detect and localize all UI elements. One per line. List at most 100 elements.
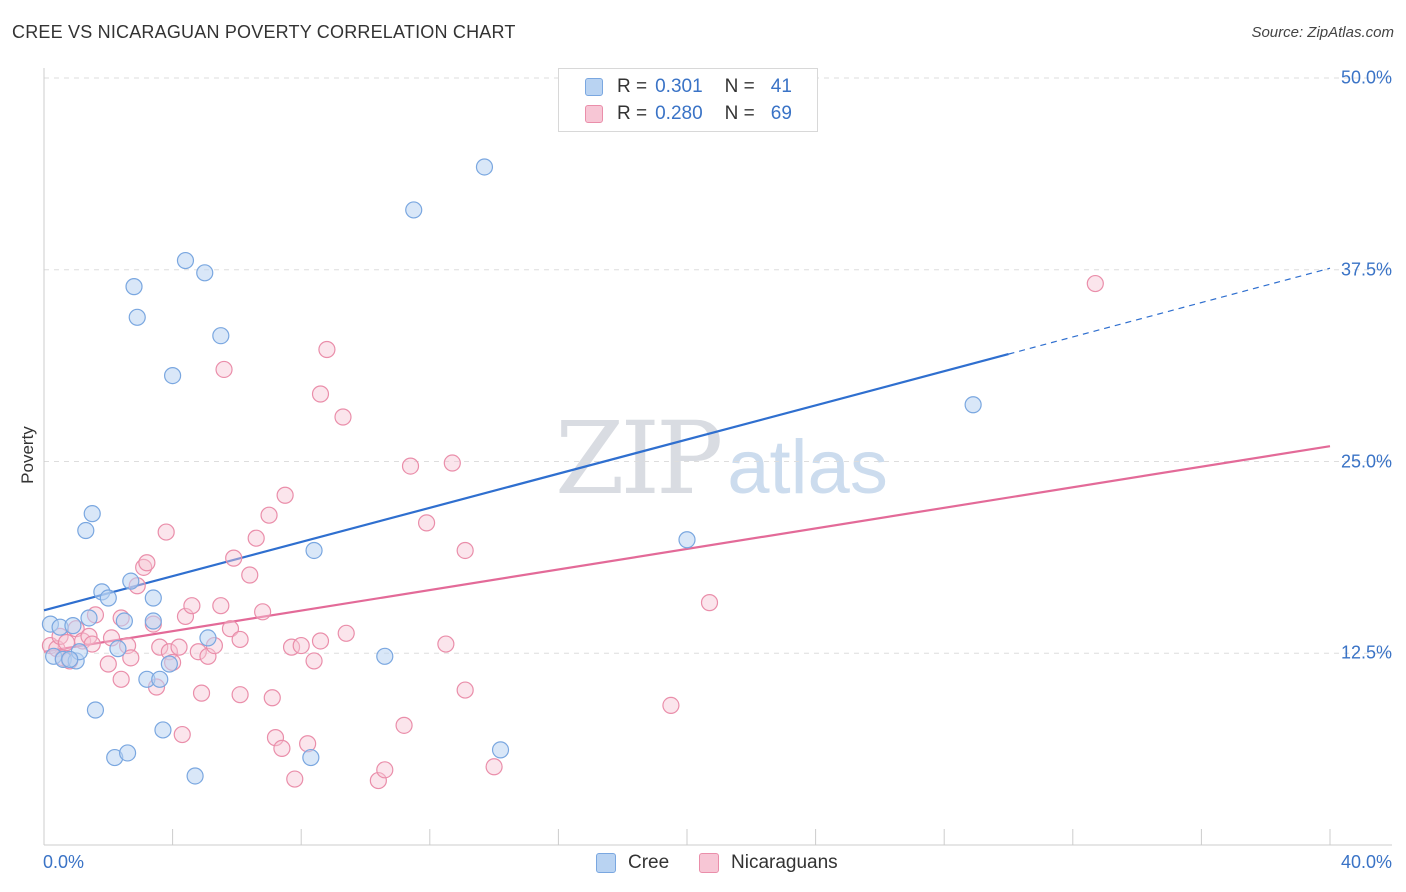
cree-point [151, 670, 169, 688]
cree-swatch-icon [596, 853, 616, 873]
nicaraguans-point [311, 632, 330, 650]
cree-point [491, 741, 510, 759]
legend-n-value: 69 [770, 103, 792, 124]
legend-n-label: N = [724, 76, 755, 97]
axes [43, 68, 1392, 846]
y-tick-label: 25.0% [1340, 451, 1392, 471]
x-tick-label-min: 0.0% [43, 852, 85, 872]
nicaraguans-point [231, 686, 249, 704]
nicaraguans-point [112, 670, 130, 688]
cree-point [475, 158, 494, 176]
trend-lines [43, 267, 1331, 653]
legend-r-value: 0.280 [655, 103, 703, 124]
watermark-atlas: atlas [727, 425, 888, 510]
nicaraguans-point [135, 558, 153, 576]
cree-point [64, 617, 82, 635]
nicaraguans-point [286, 770, 304, 788]
nicaraguans-point [700, 594, 719, 612]
nicaraguans-point [247, 529, 265, 547]
cree-point [118, 744, 137, 762]
cree-point [115, 612, 133, 630]
nicaraguans-point [157, 523, 175, 541]
cree-point [176, 251, 195, 270]
nicaraguans-point [318, 340, 336, 359]
series-legend: Cree Nicaraguans [0, 852, 1406, 878]
nicaraguans-point [122, 649, 140, 667]
nicaraguans-point [183, 597, 201, 615]
nicaraguans-point [170, 638, 188, 656]
cree-point [61, 650, 79, 668]
nicaraguans-point [1086, 274, 1104, 293]
legend-label-nicaraguans: Nicaraguans [731, 852, 838, 873]
legend-item-nicaraguans[interactable]: Nicaraguans [699, 852, 838, 874]
cree-point [83, 505, 101, 523]
nicaraguans-point [443, 454, 461, 472]
nicaraguans-point [173, 725, 191, 744]
stats-legend: R = 0.301 N = 41 R = 0.280 N = 69 [558, 68, 818, 132]
legend-r-label: R = [617, 76, 648, 97]
nicaraguans-point [662, 696, 680, 715]
cree-trend-extension [1008, 267, 1331, 355]
cree-point [164, 366, 182, 385]
nicaraguans-point [138, 554, 156, 572]
cree-point [122, 572, 140, 590]
cree-point [80, 609, 98, 627]
watermark-zip: ZIP [555, 400, 723, 517]
cree-point [302, 748, 320, 767]
cree-point [186, 767, 204, 785]
cree-point [376, 647, 394, 665]
nicaraguans-point [334, 408, 352, 426]
nicaraguans-point [83, 635, 101, 653]
nicaraguans-point [99, 655, 117, 673]
source-label: Source: ZipAtlas.com [1251, 24, 1394, 41]
cree-point [405, 201, 423, 219]
nicaraguans-point [276, 486, 294, 504]
nicaraguans-point [437, 635, 455, 653]
cree-point [144, 589, 162, 607]
y-tick-label: 37.5% [1340, 259, 1392, 280]
nicaraguans-point [456, 541, 474, 560]
nicaraguans-point [212, 597, 230, 615]
nicaraguans-trend-line [43, 445, 1331, 653]
nicaraguans-point [376, 761, 394, 779]
cree-point [125, 278, 143, 296]
cree-point [305, 541, 323, 560]
cree-point [964, 396, 982, 414]
legend-r-label: R = [617, 103, 648, 124]
cree-point [86, 701, 105, 719]
y-tick-label: 12.5% [1340, 642, 1392, 663]
cree-point [678, 531, 696, 549]
nicaraguans-point [273, 739, 291, 757]
legend-row-nicaraguans: R = 0.280 N = 69 [585, 102, 792, 126]
cree-point [128, 308, 146, 326]
y-tick-label: 50.0% [1340, 67, 1392, 88]
legend-r-value: 0.301 [655, 76, 703, 97]
cree-point [99, 589, 117, 607]
cree-trend-line [43, 353, 1009, 612]
legend-n-label: N = [724, 103, 755, 124]
nicaraguans-point [241, 566, 259, 584]
data-points [41, 158, 1104, 790]
nicaraguans-point [231, 630, 249, 649]
chart-title: CREE VS NICARAGUAN POVERTY CORRELATION C… [12, 22, 516, 42]
nicaraguans-point [337, 624, 355, 642]
nicaraguans-swatch-icon [699, 853, 719, 873]
nicaraguans-point [151, 638, 169, 656]
nicaraguans-point [225, 549, 243, 567]
nicaraguans-point [254, 603, 272, 621]
nicaraguans-point [260, 506, 278, 524]
nicaraguans-point [192, 684, 211, 702]
gridlines [44, 77, 1392, 654]
x-tick-label-max: 40.0% [1340, 852, 1392, 872]
cree-point [109, 640, 127, 658]
watermark: ZIP atlas [555, 400, 888, 517]
nicaraguans-point [456, 681, 474, 699]
nicaraguans-point [292, 636, 310, 655]
cree-point [144, 612, 162, 630]
legend-item-cree[interactable]: Cree [596, 852, 669, 874]
nicaraguans-point [417, 514, 436, 532]
legend-n-value: 41 [770, 76, 792, 97]
nicaraguans-point [199, 647, 217, 665]
cree-point [199, 629, 217, 647]
